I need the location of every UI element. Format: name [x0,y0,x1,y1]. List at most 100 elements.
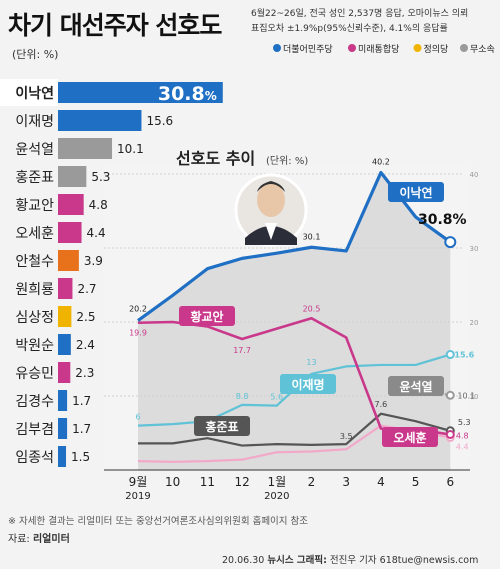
portrait-face [257,183,285,217]
portrait-hair [257,181,285,192]
bar-김부겸 [58,418,68,439]
bar-오세훈 [58,222,82,243]
top-name-bg [0,79,58,106]
bar-value-황교안: 4.8 [89,198,108,212]
series-line-홍준표 [138,412,451,447]
portrait-shirt [265,223,277,240]
point-label-홍준표-9: 5.3 [458,418,471,427]
x-tick-label: 12 [234,475,249,489]
point-label-홍준표-7: 7.6 [375,400,388,409]
bar-홍준표 [58,166,87,187]
bar-value-이재명: 15.6 [146,114,173,128]
survey-note-1: 6월22~26일, 전국 성인 2,537명 응답, 오마이뉴스 의뢰 [251,9,469,19]
point-label-이낙연-0: 20.2 [129,305,147,314]
legend-label-dem: 더불어민주당 [283,44,333,55]
line-chart-title: 선호도 추이 [176,149,255,168]
series-hwang-badge [179,306,235,326]
series-end-marker-황교안 [445,429,455,439]
x-tick-label: 9월 [129,475,148,489]
point-label-이재명-5: 13 [306,358,316,367]
series-end-marker-이재명 [445,350,455,360]
footnote: ※ 자세한 결과는 리얼미터 또는 중앙선거여론조사심의위원회 홈페이지 참조 [8,516,309,527]
bar-김경수 [58,390,68,411]
chart-unit: (단위: %) [12,48,59,61]
bar-value-김부겸: 1.7 [72,422,91,436]
credit-date: 20.06.30 [222,555,265,566]
bar-원희룡 [58,278,73,299]
x-tick-label: 6 [446,475,454,489]
bar-value-임종석: 1.5 [71,450,90,464]
bar-name-윤석열: 윤석열 [15,142,54,158]
bar-name-임종석: 임종석 [15,450,54,466]
point-label-윤석열-9: 10.1 [457,391,475,400]
legend-label-justice: 정의당 [424,44,449,55]
source-name: 리얼미터 [32,534,70,545]
bar-이낙연 [58,82,223,103]
legend-marker-justice [413,44,422,52]
bar-value-suffix: % [205,89,217,103]
bar-name-유승민: 유승민 [15,366,54,382]
bar-박원순 [58,334,71,355]
y-tick-label: 20 [470,319,479,327]
legend-label-indep: 무소속 [470,44,495,55]
point-label-이재명-4: 5.6 [270,393,283,402]
point-label-오세훈-9: 4.4 [456,442,469,451]
point-label-황교안-5: 20.5 [303,304,321,313]
series-hwang-badge-text: 황교안 [190,309,223,324]
bar-name-원희룡: 원희룡 [15,282,54,298]
series-lee-jaemyung-badge-text: 이재명 [291,377,324,392]
series-lee-jaemyung-badge [280,374,336,394]
bar-value-윤석열: 10.1 [117,142,144,156]
series-lee-nakyon-badge [388,182,444,202]
point-label-이재명-3: 8.8 [236,392,249,401]
source: 자료: 리얼미터 [8,530,70,545]
bar-name-이재명: 이재명 [15,114,54,130]
bar-유승민 [58,362,71,383]
bar-value-홍준표: 5.3 [91,170,110,184]
point-label-홍준표-6: 3.5 [340,432,353,441]
x-tick-label: 3 [342,475,350,489]
chart-title: 차기 대선주자 선호도 [8,11,222,40]
bar-name-이낙연: 이낙연 [15,85,54,102]
series-end-marker-이낙연 [444,236,457,249]
bar-황교안 [58,194,84,215]
point-label-이재명-9: 15.6 [454,351,474,360]
x-tick-year: 2019 [125,491,150,502]
series-hong-badge [194,416,250,436]
point-label-황교안-0: 19.9 [129,329,147,338]
bar-name-김경수: 김경수 [15,394,54,410]
bar-value-이낙연: 30.8% [158,83,217,105]
bar-name-황교안: 황교안 [15,198,54,214]
series-oh-badge [382,427,438,447]
point-label-황교안-9: 4.8 [456,431,469,440]
y-tick-label: 10 [470,393,479,401]
bar-심상정 [58,306,72,327]
x-tick-label: 11 [200,475,215,489]
candidate-portrait [234,173,308,247]
bar-name-오세훈: 오세훈 [15,226,54,242]
survey-note-2: 표집오차 ±1.9%p(95%신뢰수준), 4.1%의 응답률 [251,24,448,34]
bar-윤석열 [58,138,113,159]
series-hong-badge-text: 홍준표 [205,419,238,434]
line-chart-unit: (단위: %) [266,154,308,167]
credit-line: 20.06.30 뉴시스 그래픽: 전진우 기자 618tue@newsis.c… [222,552,478,566]
series-oh-badge-text: 오세훈 [393,430,426,445]
legend-marker-dem [273,44,281,52]
series-yoon-badge-text: 윤석열 [399,379,432,394]
credit-agency: 뉴시스 그래픽: [267,555,327,566]
x-tick-label: 2 [308,475,316,489]
bar-안철수 [58,250,79,271]
y-tick-label: 30 [470,245,479,253]
bar-name-홍준표: 홍준표 [15,170,54,186]
point-label-이낙연-5: 30.1 [303,232,321,241]
credit-name: 전진우 기자 618tue@newsis.com [329,555,479,566]
bar-name-박원순: 박원순 [15,338,54,354]
point-label-이낙연-7: 40.2 [372,158,390,167]
series-end-marker-윤석열 [445,390,455,400]
x-tick-label: 5 [412,475,420,489]
bar-name-안철수: 안철수 [15,254,54,270]
series-yoon-badge [388,376,444,396]
source-label: 자료: [8,534,30,545]
